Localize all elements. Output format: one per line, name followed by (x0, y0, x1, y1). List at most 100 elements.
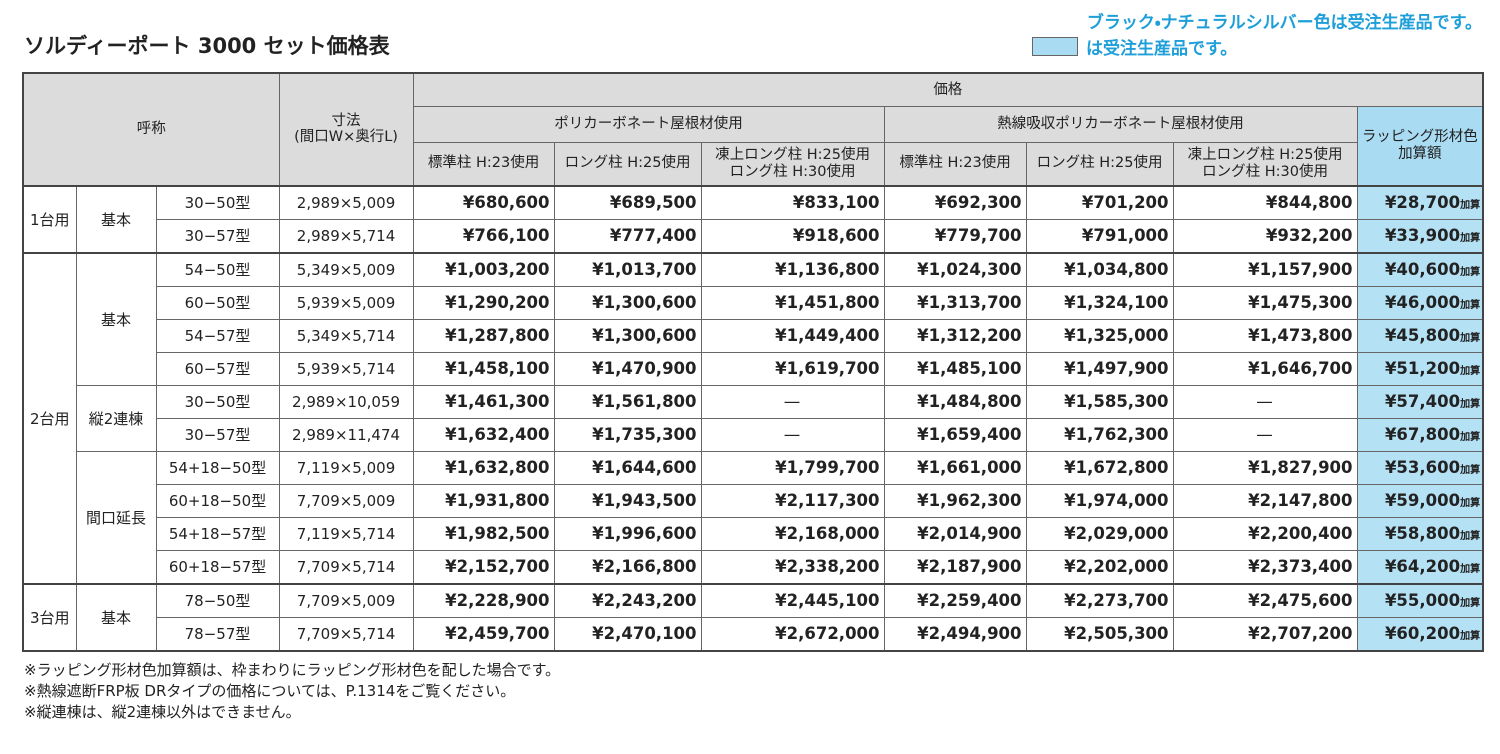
header-text: ロング柱 H:30使用 (1202, 163, 1328, 180)
footnote: ※熱線遮断FRP板 DRタイプの価格については、P.1314をご覧ください。 (24, 682, 516, 700)
wrap-price: ¥33,900 (1384, 226, 1461, 245)
header-cell: 呼称 (22, 72, 280, 186)
model-cell: 30−50型 (155, 184, 280, 220)
price-cell: ¥2,505,300 (1025, 616, 1174, 651)
table-row: 2台用 基本 54−50型 5,349×5,009 ¥1,003,200 ¥1,013,7… (22, 251, 1484, 584)
wrap-cell: ¥46,000加算 (1356, 285, 1484, 320)
price-cell: ¥1,659,400 (883, 417, 1027, 452)
price-cell: ¥1,632,800 (412, 450, 555, 485)
count-cell: 2台用 (22, 251, 77, 584)
swatch (1032, 37, 1078, 56)
wrap-price: ¥59,000 (1384, 491, 1461, 510)
price-cell: ¥701,200 (1025, 184, 1174, 220)
price-cell: ¥918,600 (700, 218, 885, 253)
table-row: 間口延長 54+18−50型 7,119×5,009 ¥1,632,800 ¥1,644… (23, 450, 1484, 584)
price-cell: ¥1,646,700 (1172, 351, 1358, 386)
header-cell: ロング柱 H:25使用 (1025, 142, 1174, 186)
model-cell: 60−50型 (155, 285, 280, 320)
price-cell: ¥1,024,300 (883, 251, 1027, 287)
wrap-price: ¥57,400 (1384, 392, 1461, 411)
model-cell: 54−50型 (155, 251, 280, 287)
price-cell: ¥2,259,400 (883, 582, 1027, 618)
count-cell: 1台用 (22, 184, 77, 253)
price-cell: ¥2,014,900 (883, 516, 1027, 551)
price-cell: ¥1,931,800 (412, 483, 555, 518)
wrap-price: ¥28,700 (1384, 193, 1461, 212)
price-cell: ¥1,827,900 (1172, 450, 1358, 485)
add-label: 加算 (1460, 465, 1481, 476)
note: は受注生産品です。 (1032, 34, 1237, 59)
price-cell: ¥2,373,400 (1172, 549, 1358, 584)
model-cell: 60+18−50型 (155, 483, 280, 518)
footnotes: ※ラッピング形材色加算額は、枠まわりにラッピング形材色を配した場合です。 ※熱線遮… (24, 660, 560, 723)
wrap-price: ¥58,800 (1384, 524, 1461, 543)
price-cell: ¥1,003,200 (412, 251, 555, 287)
price-cell: ¥689,500 (553, 184, 702, 220)
price-cell: ¥2,445,100 (700, 582, 885, 618)
price-cell: — (700, 384, 885, 419)
model-cell: 60−57型 (155, 351, 280, 386)
note-text: は受注生産品です。 (1086, 39, 1238, 59)
price-cell: ¥2,152,700 (412, 549, 555, 584)
price-cell: ¥1,497,900 (1025, 351, 1174, 386)
wrap-price: ¥67,800 (1384, 425, 1461, 444)
price-cell: ¥2,029,000 (1025, 516, 1174, 551)
header-text: 寸法 (331, 112, 361, 129)
wrap-price: ¥64,200 (1384, 557, 1461, 576)
wrap-price: ¥55,000 (1384, 591, 1461, 610)
footnote: ※ラッピング形材色加算額は、枠まわりにラッピング形材色を配した場合です。 (24, 661, 561, 679)
price-cell: ¥2,187,900 (883, 549, 1027, 584)
table-row: 1台用 基本 30−50型 2,989×5,009 ¥680,600 ¥689,500 ¥8… (22, 184, 1484, 253)
price-cell: ¥1,962,300 (883, 483, 1027, 518)
note: ブラック・ナチュラルシルバー色は受注生産品です。 (1086, 13, 1482, 33)
header-text: ラッピング形材色 (1361, 129, 1478, 146)
table-row: 縦2連棟 30−50型 2,989×10,059 ¥1,461,300 ¥1,561,8… (23, 384, 1484, 452)
type-cell: 基本 (75, 251, 157, 386)
price-cell: ¥1,458,100 (412, 351, 555, 386)
header-cell: 寸法 (間口W×奥行L) (278, 72, 414, 186)
price-cell: ¥1,661,000 (883, 450, 1027, 485)
price-cell: ¥2,475,600 (1172, 582, 1358, 618)
price-cell: ¥1,470,900 (553, 351, 702, 386)
price-cell: ¥2,166,800 (553, 549, 702, 584)
price-cell: ¥833,100 (700, 184, 885, 220)
price-cell: ¥1,762,300 (1025, 417, 1174, 452)
add-label: 加算 (1460, 498, 1481, 509)
price-cell: ¥1,013,700 (553, 251, 702, 287)
table-row: 60−50型 5,939×5,009 ¥1,290,200 ¥1,300,600 ¥1,… (23, 285, 1484, 320)
header-text: (間口W×奥行L) (294, 129, 398, 146)
wrap-cell: ¥55,000加算 (1356, 582, 1484, 618)
size-cell: 7,119×5,009 (278, 450, 414, 485)
price-cell: ¥680,600 (412, 184, 555, 220)
footnote: ※縦連棟は、縦2連棟以外はできません。 (24, 703, 301, 721)
header-cell: 凍上ロング柱 H:25使用 ロング柱 H:30使用 (1172, 142, 1358, 186)
price-cell: ¥1,313,700 (883, 285, 1027, 320)
table-row: 60−57型 5,939×5,714 ¥1,458,100 ¥1,470,900 ¥1,… (23, 351, 1484, 386)
wrap-cell: ¥40,600加算 (1356, 251, 1484, 287)
price-cell: ¥2,200,400 (1172, 516, 1358, 551)
size-cell: 7,709×5,009 (278, 582, 414, 618)
price-cell: ¥1,996,600 (553, 516, 702, 551)
wrap-cell: ¥53,600加算 (1356, 450, 1484, 485)
table-row: 54−57型 5,349×5,714 ¥1,287,800 ¥1,300,600 ¥1,… (23, 318, 1484, 353)
add-label: 加算 (1460, 631, 1481, 642)
size-cell: 2,989×11,474 (278, 417, 414, 452)
wrap-cell: ¥60,200加算 (1356, 616, 1484, 651)
price-cell: ¥692,300 (883, 184, 1027, 220)
header-text: 凍上ロング柱 H:25使用 (715, 147, 870, 164)
model-cell: 54+18−50型 (155, 450, 280, 485)
size-cell: 2,989×10,059 (278, 384, 414, 419)
add-label: 加算 (1460, 366, 1481, 377)
header-cell: 熱線吸収ポリカーボネート屋根材使用 (883, 106, 1358, 143)
header-cell: 標準柱 H:23使用 (412, 142, 555, 186)
price-cell: ¥779,700 (883, 218, 1027, 253)
price-cell: ¥1,982,500 (412, 516, 555, 551)
title: ソルディーポート 3000 セット価格表 (24, 34, 390, 58)
wrap-price: ¥53,600 (1384, 458, 1461, 477)
wrap-cell: ¥59,000加算 (1356, 483, 1484, 518)
model-cell: 54−57型 (155, 318, 280, 353)
price-cell: ¥1,632,400 (412, 417, 555, 452)
model-cell: 78−57型 (155, 616, 280, 651)
price-cell: ¥1,619,700 (700, 351, 885, 386)
